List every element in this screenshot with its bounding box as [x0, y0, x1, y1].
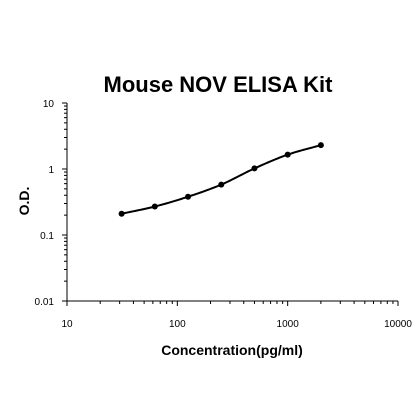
- x-axis-title: Concentration(pg/ml): [161, 342, 303, 358]
- y-tick-label: 0.1: [40, 231, 54, 242]
- x-tick-label: 100: [169, 319, 186, 330]
- x-tick-label: 10: [61, 319, 73, 330]
- y-tick-label: 10: [43, 99, 55, 110]
- y-axis-title: O.D.: [16, 187, 32, 216]
- data-point: [118, 210, 125, 217]
- data-point: [185, 193, 192, 200]
- data-point: [284, 151, 291, 158]
- data-point: [151, 203, 158, 210]
- plot-area: 10 100 1000 10000 0.01 0.1 1 10: [35, 99, 413, 330]
- data-point: [251, 165, 258, 172]
- data-point: [218, 181, 225, 188]
- data-point: [317, 142, 324, 149]
- y-tick-label: 0.01: [35, 297, 55, 308]
- x-tick-label: 1000: [277, 319, 300, 330]
- chart-title: Mouse NOV ELISA Kit: [104, 72, 334, 97]
- x-tick-label: 10000: [384, 319, 412, 330]
- y-tick-label: 1: [48, 165, 54, 176]
- fit-curve: [121, 144, 322, 215]
